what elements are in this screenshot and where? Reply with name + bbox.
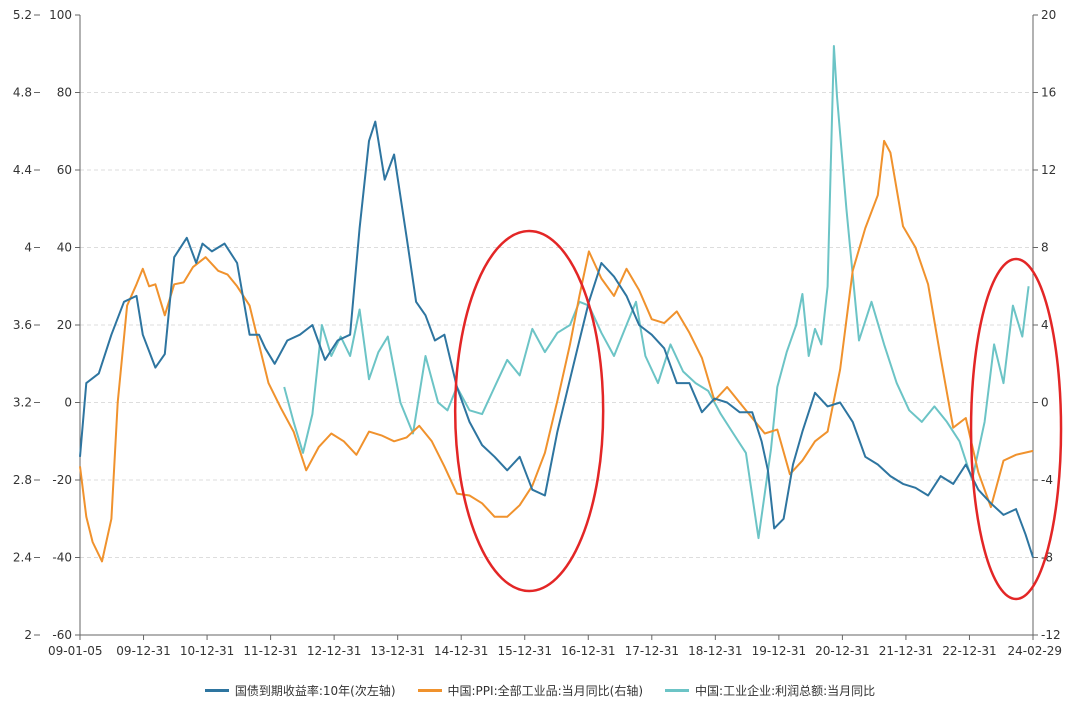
outer-left-tick-label: 5.2: [13, 8, 32, 22]
legend-label-ppi: 中国:PPI:全部工业品:当月同比(右轴): [447, 684, 644, 698]
outer-left-tick-label: 3.6: [13, 318, 32, 332]
x-tick-label: 10-12-31: [180, 644, 234, 658]
right-tick-label: -12: [1041, 628, 1061, 642]
right-tick-label: 4: [1041, 318, 1049, 332]
x-tick-label: 19-12-31: [752, 644, 806, 658]
x-tick-label: 11-12-31: [243, 644, 297, 658]
outer-left-tick-label: 2: [24, 628, 32, 642]
legend-swatch-profit: [665, 689, 690, 692]
outer-left-tick-label: 4.8: [13, 86, 32, 100]
legend-label-bond-yield: 国债到期收益率:10年(次左轴): [234, 684, 396, 698]
series-line-2: [283, 45, 1030, 540]
right-tick-label: 0: [1041, 396, 1049, 410]
inner-left-tick-label: 40: [57, 241, 72, 255]
x-tick-label: 09-12-31: [116, 644, 170, 658]
right-tick-label: 12: [1041, 163, 1056, 177]
legend-label-profit: 中国:工业企业:利润总额:当月同比: [695, 684, 876, 698]
legend-swatch-ppi: [417, 689, 442, 692]
inner-left-tick-label: 0: [64, 396, 72, 410]
x-tick-label: 13-12-31: [370, 644, 424, 658]
axes: 5.24.84.443.63.22.82.42100806040200-20-4…: [13, 8, 1062, 658]
x-tick-label: 18-12-31: [688, 644, 742, 658]
x-tick-label: 15-12-31: [497, 644, 551, 658]
outer-left-tick-label: 2.8: [13, 473, 32, 487]
legend-swatch-bond-yield: [204, 689, 229, 692]
outer-left-tick-label: 4.4: [13, 163, 32, 177]
x-tick-label: 24-02-29: [1008, 644, 1062, 658]
inner-left-tick-label: 80: [57, 86, 72, 100]
gridlines: [80, 92, 1033, 558]
right-tick-label: -8: [1041, 551, 1053, 565]
legend-item-ppi: 中国:PPI:全部工业品:当月同比(右轴): [417, 682, 644, 699]
x-tick-label: 16-12-31: [561, 644, 615, 658]
x-tick-label: 21-12-31: [879, 644, 933, 658]
outer-left-tick-label: 3.2: [13, 396, 32, 410]
line-chart: 5.24.84.443.63.22.82.42100806040200-20-4…: [13, 8, 1063, 658]
x-tick-label: 09-01-05: [48, 644, 102, 658]
right-tick-label: -4: [1041, 473, 1053, 487]
annotations: [453, 229, 1063, 601]
right-tick-label: 20: [1041, 8, 1056, 22]
series-line-1: [79, 139, 1034, 563]
right-tick-label: 16: [1041, 86, 1056, 100]
legend-item-bond-yield: 国债到期收益率:10年(次左轴): [204, 682, 396, 699]
legend-item-profit: 中国:工业企业:利润总额:当月同比: [665, 682, 875, 699]
series-line-0: [79, 120, 1034, 558]
legend: 国债到期收益率:10年(次左轴) 中国:PPI:全部工业品:当月同比(右轴) 中…: [0, 682, 1080, 699]
inner-left-tick-label: 60: [57, 163, 72, 177]
x-tick-label: 22-12-31: [942, 644, 996, 658]
outer-left-tick-label: 4: [24, 241, 32, 255]
inner-left-tick-label: -40: [52, 551, 72, 565]
inner-left-tick-label: -20: [52, 473, 72, 487]
inner-left-tick-label: 20: [57, 318, 72, 332]
inner-left-tick-label: -60: [52, 628, 72, 642]
right-tick-label: 8: [1041, 241, 1049, 255]
highlight-ellipse: [969, 257, 1063, 601]
highlight-ellipse: [453, 229, 605, 593]
series-lines: [79, 45, 1034, 563]
x-tick-label: 17-12-31: [625, 644, 679, 658]
x-tick-label: 12-12-31: [307, 644, 361, 658]
x-tick-label: 14-12-31: [434, 644, 488, 658]
outer-left-tick-label: 2.4: [13, 551, 32, 565]
inner-left-tick-label: 100: [49, 8, 72, 22]
x-tick-label: 20-12-31: [815, 644, 869, 658]
